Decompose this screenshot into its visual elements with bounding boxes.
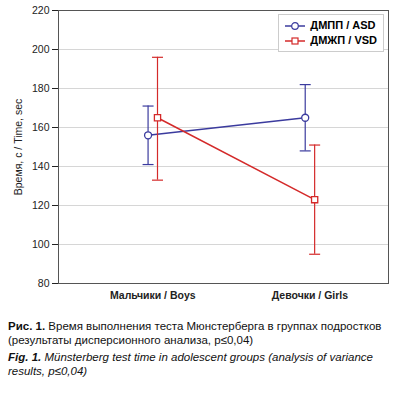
svg-text:220: 220 [32, 4, 50, 16]
svg-text:120: 120 [32, 199, 50, 211]
svg-text:140: 140 [32, 160, 50, 172]
svg-text:180: 180 [32, 82, 50, 94]
html-text:ДМЖП / VSD: ДМЖП / VSD [310, 34, 377, 46]
svg-text:Мальчики / Boys: Мальчики / Boys [110, 289, 196, 301]
svg-text:100: 100 [32, 238, 50, 250]
svg-text:80: 80 [38, 277, 50, 289]
html-text:Рис. 1. Время выполнения теста: Рис. 1. Время выполнения теста Мюнстербе… [8, 320, 382, 346]
svg-text:160: 160 [32, 121, 50, 133]
html-text:ДМПП / ASD: ДМПП / ASD [310, 19, 376, 31]
svg-text:Девочки / Girls: Девочки / Girls [272, 289, 349, 301]
svg-text:200: 200 [32, 43, 50, 55]
svg-text:Время, с / Time, sec: Время, с / Time, sec [12, 99, 24, 196]
html-text:Fig. 1. Münsterberg test time: Fig. 1. Münsterberg test time in adolesc… [8, 351, 373, 377]
